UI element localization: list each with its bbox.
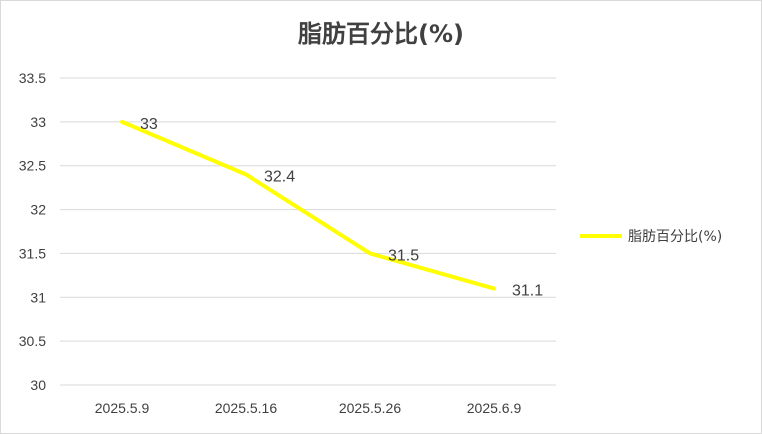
legend-label: 脂肪百分比(%) bbox=[628, 229, 723, 245]
y-tick-label: 33.5 bbox=[19, 70, 46, 86]
x-tick-label: 2025.5.26 bbox=[339, 400, 401, 416]
x-tick-label: 2025.5.9 bbox=[95, 400, 150, 416]
chart-title: 脂肪百分比(%) bbox=[298, 20, 464, 48]
data-label: 33 bbox=[140, 116, 158, 133]
data-label: 32.4 bbox=[264, 168, 295, 185]
series-line bbox=[120, 119, 496, 291]
x-tick-label: 2025.5.16 bbox=[215, 400, 277, 416]
y-tick-label: 31 bbox=[30, 289, 46, 305]
data-label: 31.5 bbox=[388, 247, 419, 264]
y-tick-label: 32.5 bbox=[19, 158, 46, 174]
y-tick-label: 30 bbox=[30, 377, 46, 393]
x-tick-label: 2025.6.9 bbox=[467, 400, 522, 416]
y-tick-label: 30.5 bbox=[19, 333, 46, 349]
y-tick-label: 31.5 bbox=[19, 245, 46, 261]
y-tick-label: 33 bbox=[30, 114, 46, 130]
legend-swatch bbox=[580, 234, 622, 238]
legend: 脂肪百分比(%) bbox=[580, 226, 722, 246]
data-label: 31.1 bbox=[512, 283, 543, 300]
y-tick-label: 32 bbox=[30, 202, 46, 218]
